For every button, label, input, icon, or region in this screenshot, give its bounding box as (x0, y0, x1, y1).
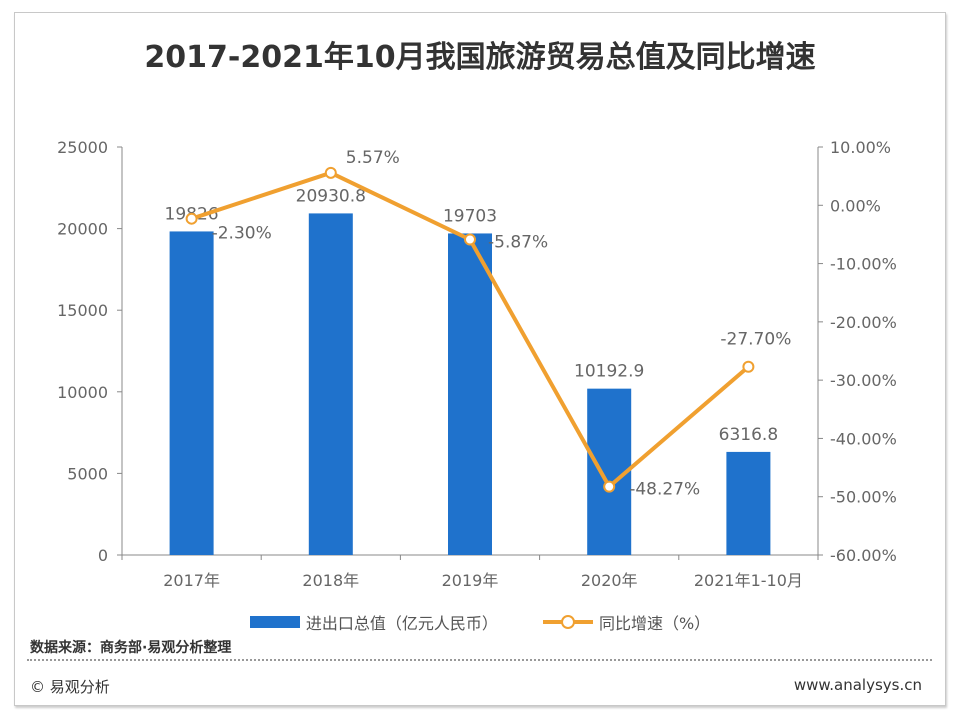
legend: 进出口总值（亿元人民币） 同比增速（%） (0, 610, 960, 634)
line-point (185, 212, 198, 225)
left-tick-label: 15000 (57, 301, 108, 320)
bar-value-label: 6316.8 (719, 425, 778, 445)
legend-bar-swatch (249, 616, 300, 628)
bar (448, 233, 492, 556)
right-tick-label: -10.00% (830, 255, 897, 274)
right-tick-label: -30.00% (830, 371, 897, 390)
line-value-label: -48.27% (629, 480, 700, 500)
source-note: 数据来源：商务部·易观分析整理 (30, 640, 232, 656)
x-tick-label: 2019年 (442, 571, 499, 590)
line-point (603, 480, 616, 493)
x-tick-label: 2017年 (163, 571, 220, 590)
line-point (464, 233, 476, 246)
legend-line-label: 同比增速（%） (598, 614, 711, 633)
x-tick-label: 2018年 (302, 571, 359, 590)
left-tick-label: 5000 (67, 464, 108, 483)
right-tick-label: -20.00% (830, 313, 897, 332)
right-tick-label: -40.00% (830, 429, 897, 448)
line-point (324, 166, 337, 179)
bar (726, 451, 771, 555)
website-link[interactable]: www.analysys.cn (793, 676, 922, 694)
bar (308, 213, 353, 555)
line-point (742, 360, 755, 373)
bar-value-label: 20930.8 (296, 186, 366, 206)
line-value-label: -2.30% (212, 224, 272, 244)
divider (27, 659, 932, 661)
x-tick-label: 2021年1-10月 (694, 571, 803, 590)
x-tick-label: 2020年 (581, 571, 638, 590)
left-tick-label: 25000 (57, 138, 108, 157)
bar-value-label: 10192.9 (574, 362, 644, 382)
right-tick-label: -60.00% (830, 546, 897, 565)
bar-value-label: 19703 (443, 206, 497, 226)
legend-bar-label: 进出口总值（亿元人民币） (305, 614, 498, 633)
right-tick-label: 0.00% (830, 196, 881, 215)
right-tick-label: 10.00% (830, 138, 891, 157)
left-tick-label: 0 (98, 546, 108, 565)
line-value-label: -27.70% (720, 330, 791, 350)
left-tick-label: 20000 (57, 220, 108, 239)
left-tick-label: 10000 (57, 383, 108, 402)
bar (169, 231, 214, 555)
line-value-label: 5.57% (346, 148, 400, 168)
legend-line-swatch (542, 615, 593, 629)
right-tick-label: -50.00% (830, 488, 897, 507)
line-value-label: -5.87% (488, 232, 548, 252)
copyright: © 易观分析 (30, 678, 110, 696)
chart-title: 2017-2021年10月我国旅游贸易总值及同比增速 (144, 40, 816, 75)
